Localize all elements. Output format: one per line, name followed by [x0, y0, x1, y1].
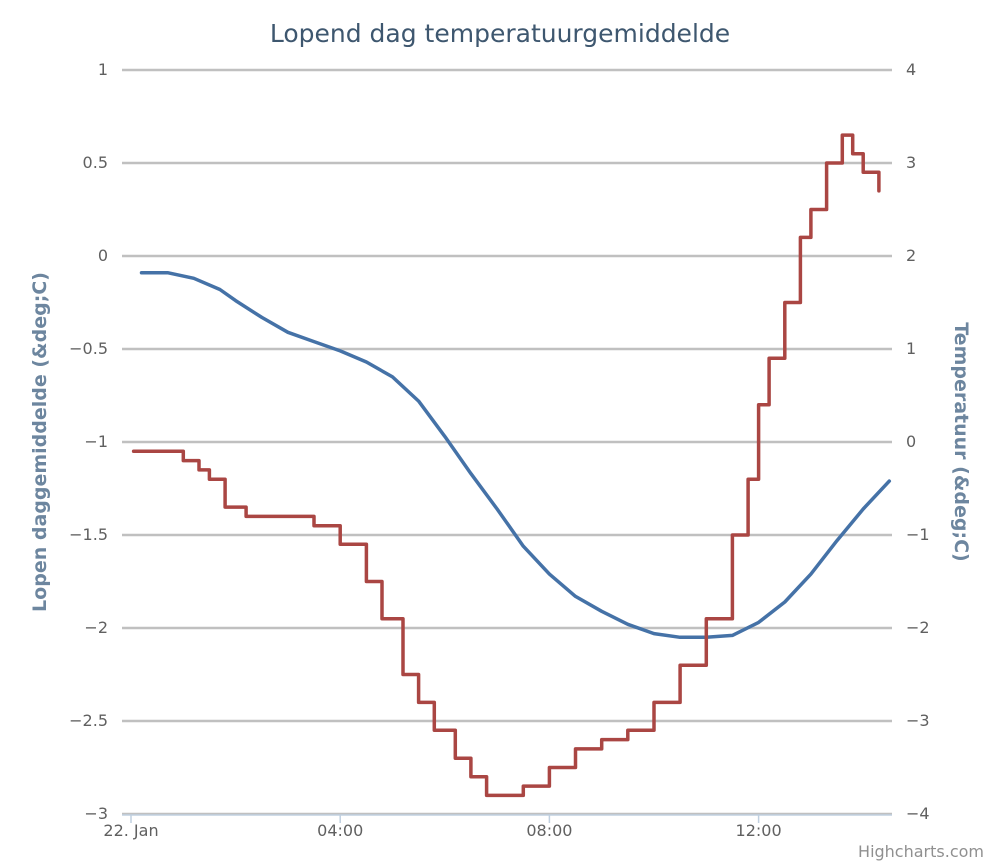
- y-right-tick-label: 4: [906, 60, 916, 79]
- x-tick-label: 22. Jan: [103, 821, 158, 840]
- y-right-tick-label: −1: [906, 525, 930, 544]
- y-axis-left-title: Lopen daggemiddelde (&deg;C): [29, 272, 51, 612]
- y-left-tick-label: −1.5: [69, 525, 108, 544]
- y-right-tick-label: 0: [906, 432, 916, 451]
- y-left-tick-label: −3: [84, 804, 108, 823]
- y-right-tick-label: −3: [906, 711, 930, 730]
- y-axis-left: 1 0.5 0 −0.5 −1 −1.5 −2 −2.5 −3: [69, 60, 108, 823]
- y-right-tick-label: 1: [906, 339, 916, 358]
- y-left-tick-label: −2: [84, 618, 108, 637]
- series-layer: [131, 133, 892, 798]
- y-right-tick-label: 3: [906, 153, 916, 172]
- y-left-tick-label: −1: [84, 432, 108, 451]
- series-line-1[interactable]: [139, 270, 892, 640]
- y-left-tick-label: 0.5: [83, 153, 108, 172]
- y-axis-right-title: Temperatuur (&deg;C): [950, 322, 972, 562]
- gridlines: [122, 68, 892, 816]
- y-right-tick-label: −2: [906, 618, 930, 637]
- y-left-tick-label: 0: [98, 246, 108, 265]
- series-line-2[interactable]: [131, 133, 881, 798]
- y-right-tick-label: 2: [906, 246, 916, 265]
- x-tick-label: 04:00: [317, 821, 363, 840]
- x-axis: 22. Jan 04:00 08:00 12:00: [103, 814, 892, 840]
- credits-link[interactable]: Highcharts.com: [858, 842, 984, 861]
- chart-title: Lopend dag temperatuurgemiddelde: [270, 19, 730, 48]
- y-left-tick-label: 1: [98, 60, 108, 79]
- y-left-tick-label: −0.5: [69, 339, 108, 358]
- y-axis-right: 4 3 2 1 0 −1 −2 −3 −4: [906, 60, 930, 823]
- x-tick-label: 12:00: [736, 821, 782, 840]
- y-right-tick-label: −4: [906, 804, 930, 823]
- x-tick-label: 08:00: [526, 821, 572, 840]
- y-left-tick-label: −2.5: [69, 711, 108, 730]
